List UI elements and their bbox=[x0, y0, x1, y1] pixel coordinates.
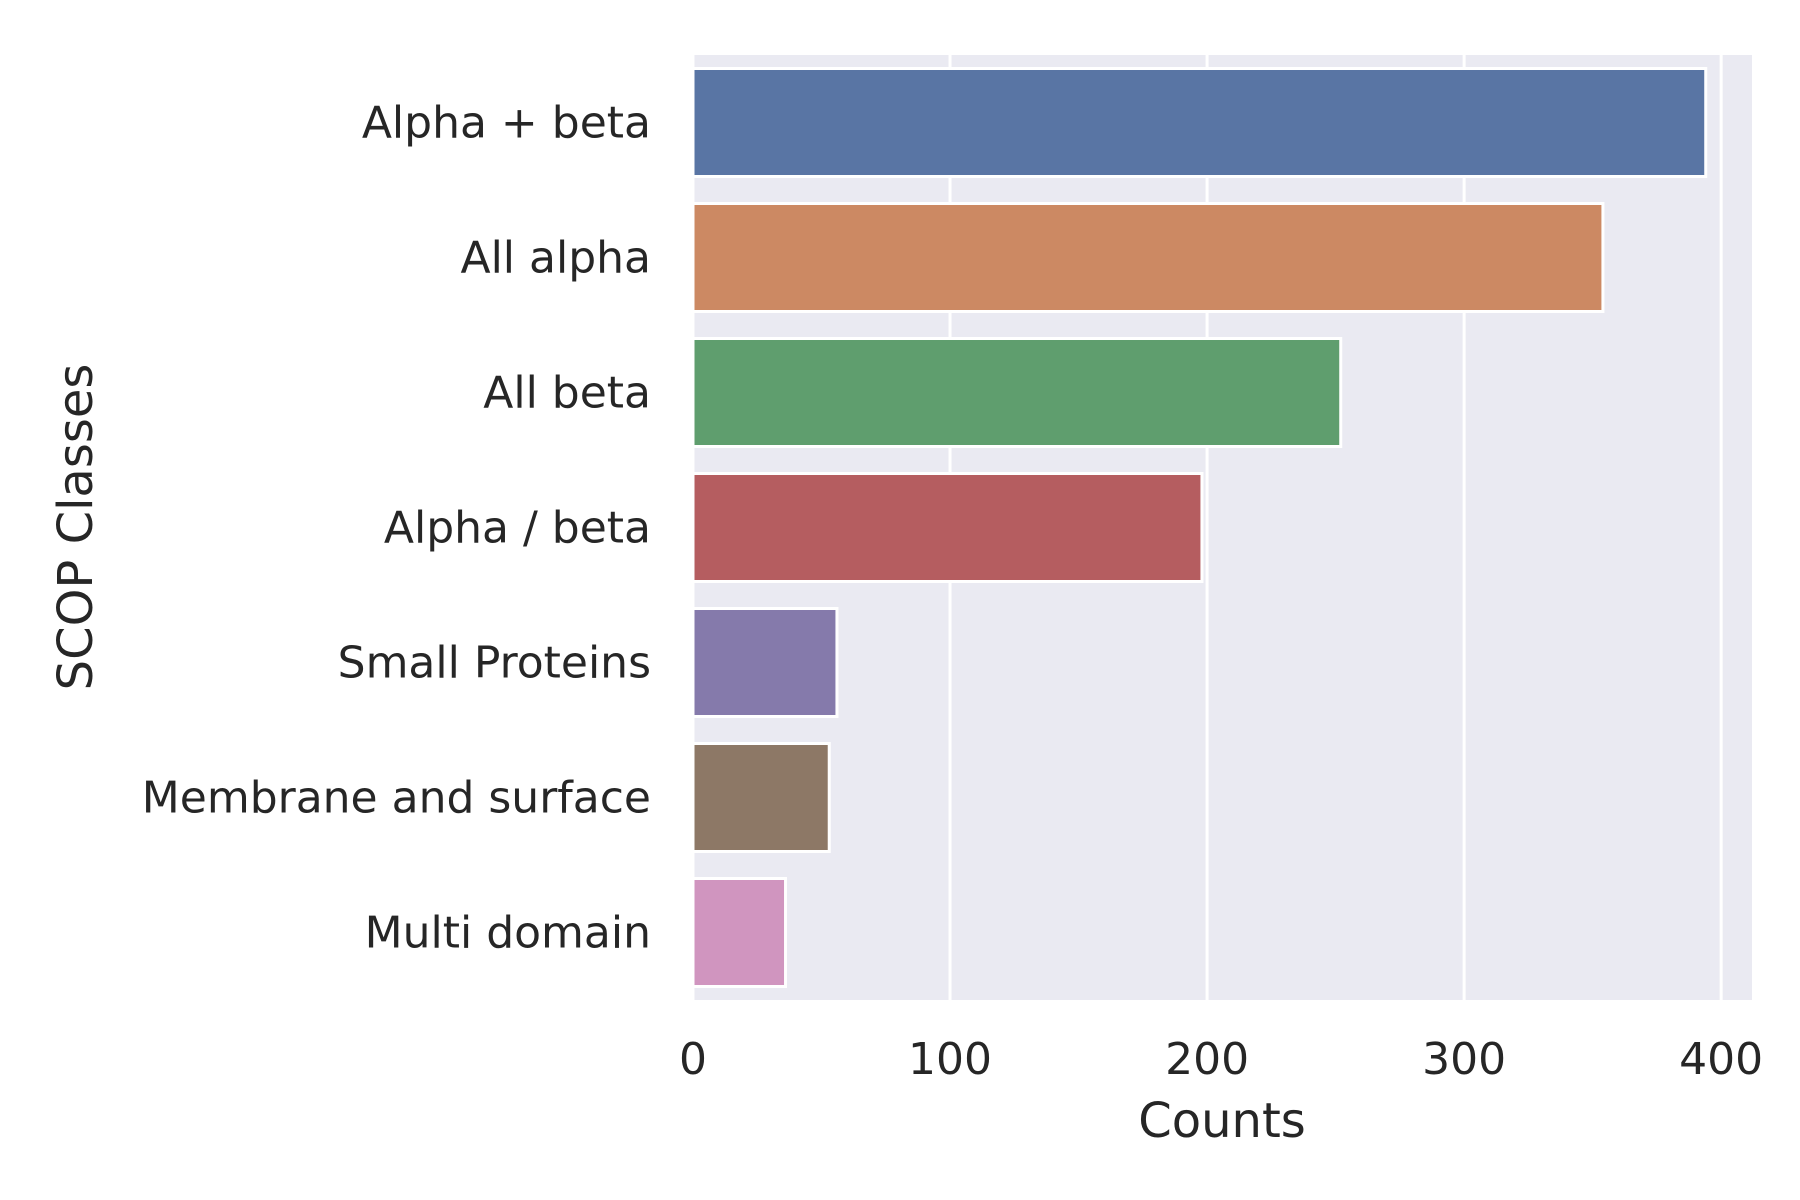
x-tick-label: 100 bbox=[908, 1034, 992, 1085]
y-category-label: Small Proteins bbox=[338, 638, 651, 689]
bar bbox=[691, 472, 1204, 583]
y-category-label: All alpha bbox=[460, 233, 651, 284]
y-category-label: Membrane and surface bbox=[142, 773, 651, 824]
x-tick-label: 0 bbox=[679, 1034, 707, 1085]
y-category-label: All beta bbox=[483, 368, 651, 419]
x-axis-title: Counts bbox=[1138, 1093, 1306, 1149]
y-category-label: Alpha / beta bbox=[384, 503, 651, 554]
bar bbox=[691, 67, 1708, 178]
bar bbox=[691, 877, 788, 988]
y-category-label: Multi domain bbox=[365, 908, 651, 959]
x-tick-label: 300 bbox=[1422, 1034, 1506, 1085]
category-labels: Alpha + beta All alpha All beta Alpha / bet… bbox=[142, 98, 651, 959]
bar bbox=[691, 742, 831, 853]
bar bbox=[691, 202, 1605, 313]
y-axis-title: SCOP Classes bbox=[48, 364, 104, 691]
x-tick-label: 200 bbox=[1165, 1034, 1249, 1085]
bars bbox=[691, 67, 1708, 988]
bar bbox=[691, 607, 839, 718]
bar bbox=[691, 337, 1343, 448]
x-tick-labels: 0 100 200 300 400 bbox=[679, 1034, 1763, 1085]
x-tick-label: 400 bbox=[1679, 1034, 1763, 1085]
y-category-label: Alpha + beta bbox=[362, 98, 651, 149]
